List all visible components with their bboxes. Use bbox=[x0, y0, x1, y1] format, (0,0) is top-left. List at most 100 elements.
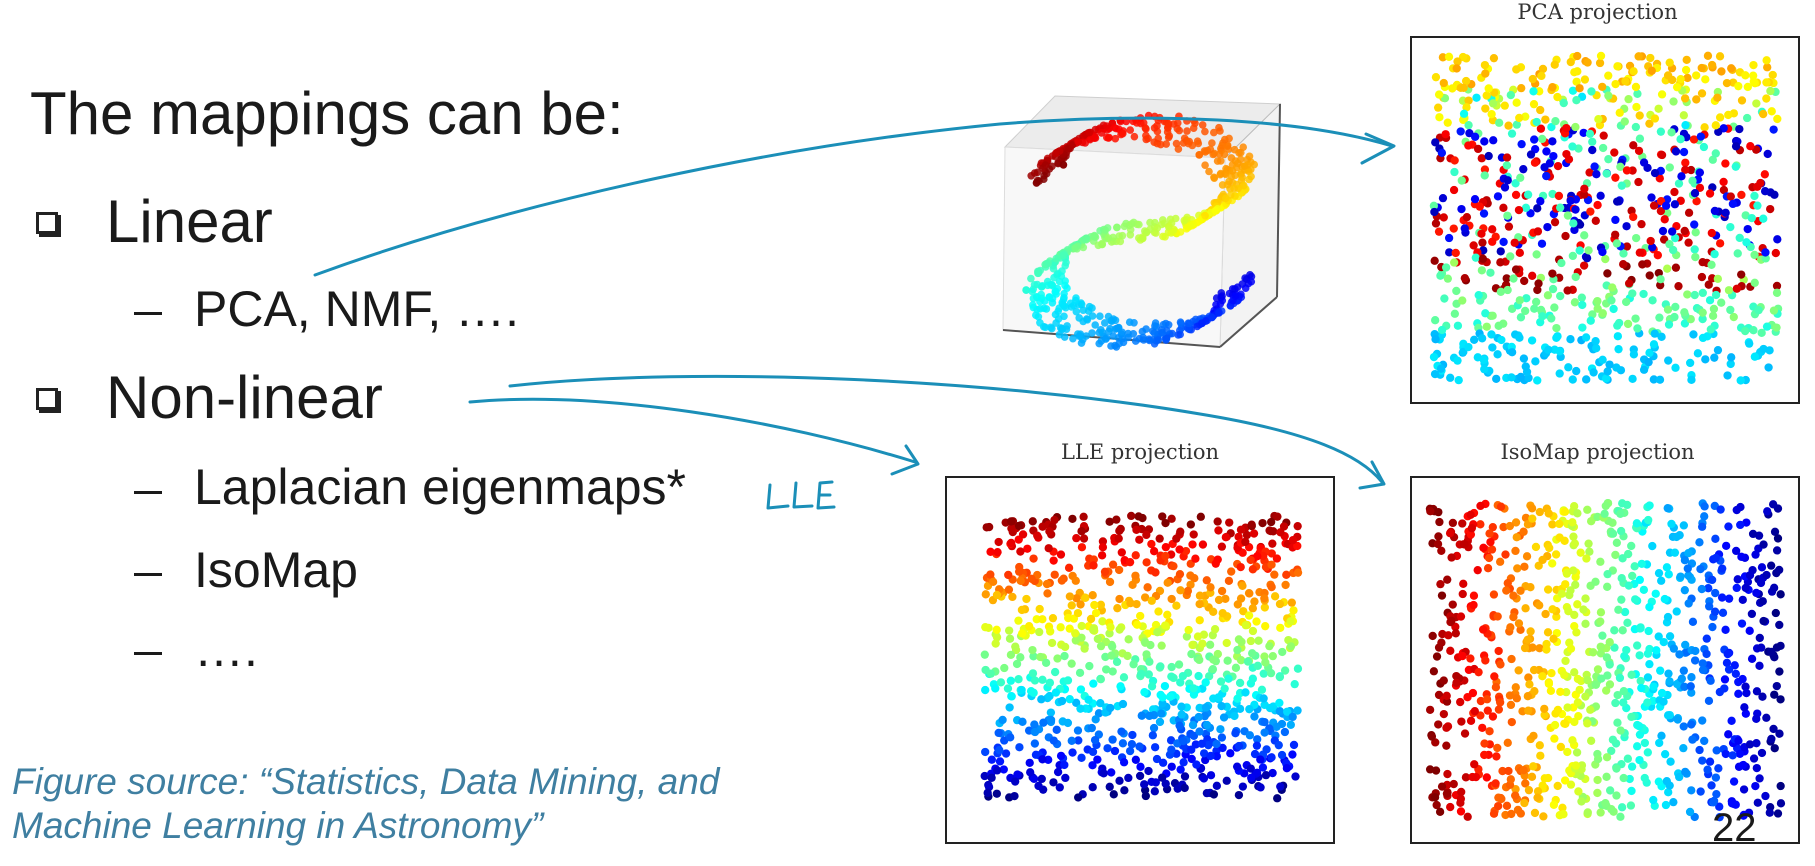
scatter-point bbox=[1639, 289, 1648, 299]
scatter-point bbox=[1225, 289, 1234, 298]
scatter-point bbox=[1709, 304, 1719, 314]
scatter-point bbox=[1768, 70, 1777, 80]
scatter-point bbox=[1158, 773, 1167, 782]
scatter-point bbox=[1213, 517, 1222, 526]
scatter-point bbox=[1181, 546, 1191, 556]
scatter-point bbox=[1526, 583, 1535, 592]
scatter-point bbox=[1704, 696, 1714, 706]
scatter-point bbox=[1684, 238, 1693, 247]
scatter-point bbox=[1542, 645, 1551, 654]
scatter-point bbox=[1180, 216, 1189, 225]
scatter-point bbox=[1544, 509, 1553, 518]
scatter-point bbox=[1703, 765, 1712, 774]
scatter-point bbox=[1542, 147, 1551, 156]
scatter-point bbox=[1461, 76, 1471, 86]
scatter-point bbox=[1188, 640, 1197, 650]
scatter-point bbox=[1071, 629, 1080, 638]
scatter-point bbox=[1668, 245, 1678, 255]
scatter-point bbox=[1755, 633, 1764, 643]
scatter-point bbox=[1536, 305, 1546, 315]
scatter-point bbox=[1008, 592, 1017, 602]
scatter-point bbox=[1163, 610, 1172, 619]
scatter-point bbox=[1003, 684, 1013, 693]
scatter-point bbox=[1172, 534, 1181, 543]
lle-projection-plot bbox=[945, 476, 1335, 844]
scatter-point bbox=[1430, 207, 1439, 217]
scatter-point bbox=[1270, 570, 1279, 579]
scatter-point bbox=[1753, 182, 1762, 191]
scatter-point bbox=[1140, 687, 1149, 697]
scatter-point bbox=[1672, 83, 1682, 92]
scatter-point bbox=[1118, 699, 1128, 709]
scatter-point bbox=[1663, 612, 1673, 622]
scatter-point bbox=[1593, 788, 1602, 798]
scatter-point bbox=[1645, 602, 1654, 612]
scatter-point bbox=[1773, 235, 1782, 244]
scatter-point bbox=[1741, 326, 1750, 336]
scatter-point bbox=[1124, 635, 1133, 644]
scatter-point bbox=[1686, 165, 1696, 175]
scatter-point bbox=[1540, 704, 1549, 714]
scatter-point bbox=[1045, 293, 1053, 302]
scatter-point bbox=[1115, 625, 1124, 634]
scatter-point bbox=[1102, 334, 1111, 342]
scatter-point bbox=[1538, 312, 1547, 321]
scatter-point bbox=[1677, 674, 1687, 683]
scatter-point bbox=[1444, 52, 1454, 61]
scatter-point bbox=[1758, 597, 1767, 606]
scatter-point bbox=[1275, 672, 1285, 682]
scatter-point bbox=[1721, 749, 1730, 759]
scatter-point bbox=[1270, 592, 1280, 601]
scatter-point bbox=[1137, 669, 1146, 679]
scatter-point bbox=[1493, 192, 1503, 201]
scatter-point bbox=[1571, 205, 1580, 214]
scatter-point bbox=[1142, 135, 1150, 144]
scatter-point bbox=[1523, 520, 1533, 529]
scatter-point bbox=[1586, 207, 1595, 216]
scatter-point bbox=[1449, 185, 1459, 195]
scatter-point bbox=[1088, 329, 1096, 337]
scatter-point bbox=[1086, 135, 1094, 144]
scatter-point bbox=[1536, 197, 1545, 206]
scatter-point bbox=[1238, 548, 1247, 557]
scatter-point bbox=[1198, 639, 1207, 648]
scatter-point bbox=[1757, 563, 1767, 572]
scatter-point bbox=[1669, 97, 1678, 106]
scatter-point bbox=[1681, 120, 1690, 130]
scatter-point bbox=[1215, 123, 1223, 132]
scatter-point bbox=[1665, 239, 1674, 249]
scatter-point bbox=[1679, 147, 1689, 157]
scatter-point bbox=[1635, 722, 1644, 731]
scatter-point bbox=[1132, 599, 1141, 609]
scatter-point bbox=[1439, 213, 1448, 222]
scatter-point bbox=[1247, 172, 1255, 181]
scatter-point bbox=[1153, 122, 1161, 130]
scatter-point bbox=[1274, 741, 1283, 750]
scatter-point bbox=[1615, 108, 1624, 117]
scatter-point bbox=[1494, 646, 1503, 656]
scatter-point bbox=[1089, 561, 1098, 570]
scatter-point bbox=[1084, 695, 1093, 704]
scatter-point bbox=[1628, 374, 1637, 384]
scatter-point bbox=[1629, 350, 1639, 359]
scatter-point bbox=[1436, 364, 1446, 373]
scatter-point bbox=[1516, 313, 1526, 322]
scatter-point bbox=[1436, 579, 1445, 589]
scatter-point bbox=[1108, 560, 1118, 569]
scatter-point bbox=[1748, 529, 1758, 539]
scatter-point bbox=[1212, 752, 1222, 761]
scatter-point bbox=[1186, 571, 1195, 580]
scatter-point bbox=[1533, 787, 1543, 796]
scatter-point bbox=[1568, 142, 1577, 151]
scatter-point bbox=[1681, 767, 1690, 777]
scatter-point bbox=[1763, 149, 1772, 159]
scatter-point bbox=[1141, 638, 1150, 647]
scatter-point bbox=[1582, 254, 1592, 263]
scatter-point bbox=[1733, 575, 1742, 584]
scatter-point bbox=[1029, 301, 1037, 309]
scatter-point bbox=[1538, 672, 1547, 681]
scatter-point bbox=[1187, 649, 1196, 659]
scatter-point bbox=[1738, 761, 1747, 770]
scatter-point bbox=[1636, 624, 1645, 633]
scatter-point bbox=[1568, 736, 1577, 745]
